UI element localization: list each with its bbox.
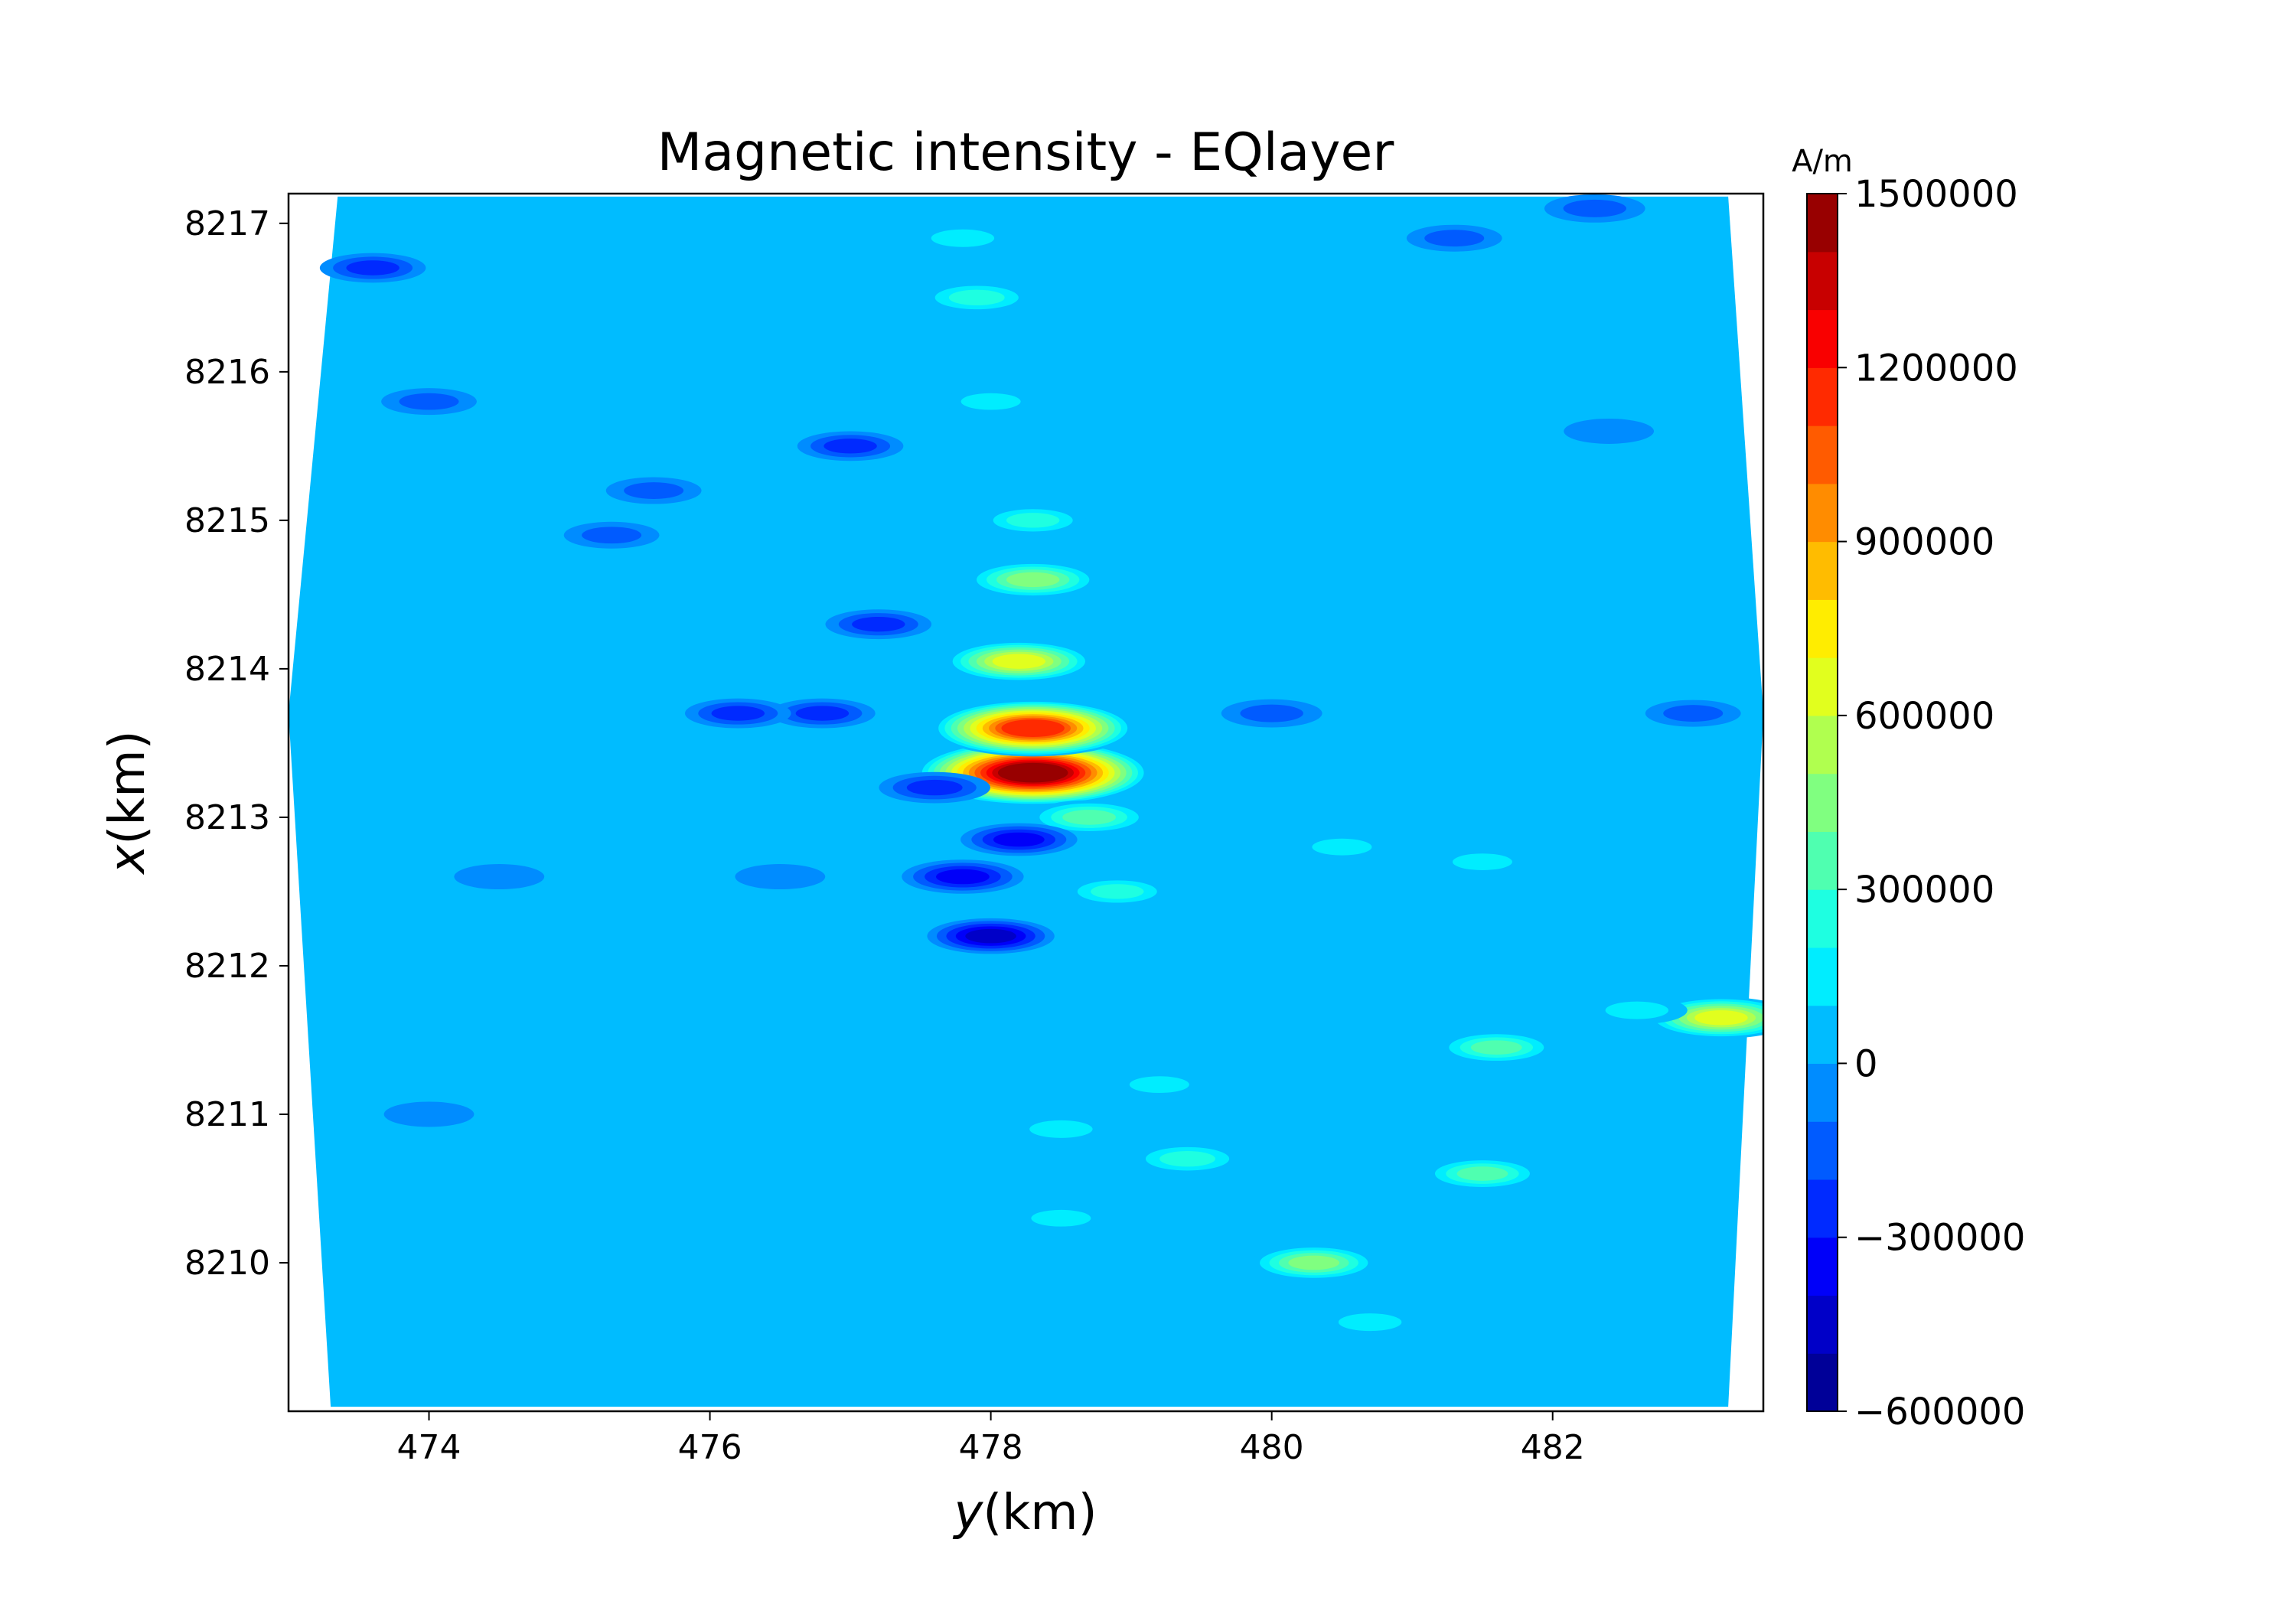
plot-frame bbox=[287, 192, 1765, 1413]
contour-feature bbox=[852, 616, 905, 632]
contour-feature bbox=[1452, 853, 1512, 871]
contour-feature bbox=[582, 527, 642, 544]
colorbar-segment bbox=[1807, 831, 1838, 890]
contour-feature bbox=[1006, 513, 1060, 528]
x-tick-label: 482 bbox=[1521, 1428, 1585, 1467]
contour-feature bbox=[1031, 1209, 1091, 1227]
contour-feature bbox=[993, 832, 1045, 847]
colorbar-segment bbox=[1807, 599, 1838, 658]
colorbar-tick-label: 1200000 bbox=[1854, 347, 2018, 390]
contour-feature bbox=[936, 869, 990, 885]
colorbar-unit-label: A/m bbox=[1792, 144, 1853, 179]
colorbar-tick-label: 600000 bbox=[1854, 695, 1994, 738]
contour-feature bbox=[795, 706, 850, 721]
contour-feature bbox=[1338, 1313, 1402, 1332]
colorbar-segment bbox=[1807, 947, 1838, 1006]
y-axis-label: x(km) bbox=[99, 730, 156, 875]
colorbar-segment bbox=[1807, 1237, 1838, 1296]
colorbar-tick-label: −300000 bbox=[1854, 1217, 2025, 1260]
contour-feature bbox=[1312, 838, 1372, 856]
contour-feature bbox=[1062, 810, 1116, 825]
colorbar-segment bbox=[1807, 483, 1838, 543]
colorbar-segment bbox=[1807, 309, 1838, 368]
colorbar-frame bbox=[1806, 193, 1838, 1412]
y-tick-label: 8217 bbox=[184, 204, 270, 243]
contour-feature bbox=[1663, 705, 1724, 722]
chart-title: Magnetic intensity - EQlayer bbox=[657, 122, 1394, 183]
plot-area bbox=[287, 192, 1765, 1413]
contour-feature bbox=[1563, 199, 1626, 217]
contour-feature bbox=[931, 229, 995, 247]
colorbar-segment bbox=[1807, 251, 1838, 311]
contour-feature bbox=[624, 482, 684, 499]
colorbar-segment bbox=[1807, 194, 1838, 253]
y-tick-label: 8213 bbox=[184, 798, 270, 837]
x-tick-label: 476 bbox=[678, 1428, 742, 1467]
x-axis: 474 476 478 480 482 bbox=[397, 1411, 1585, 1467]
contour-feature bbox=[1240, 704, 1303, 722]
contour-feature bbox=[1288, 1255, 1340, 1270]
contour-feature bbox=[399, 393, 459, 410]
contour-feature bbox=[383, 1101, 475, 1127]
colorbar-segment bbox=[1807, 541, 1838, 600]
y-tick-label: 8214 bbox=[184, 650, 270, 689]
contour-feature bbox=[965, 928, 1016, 944]
contour-feature bbox=[1001, 719, 1065, 737]
contour-feature bbox=[960, 393, 1021, 410]
colorbar-segment bbox=[1807, 367, 1838, 426]
colorbar-tick-label: −600000 bbox=[1854, 1391, 2025, 1433]
contour-feature bbox=[1470, 1040, 1522, 1055]
y-axis: 8210 8211 8212 8213 8214 8215 8216 8217 bbox=[184, 204, 289, 1283]
colorbar-segment bbox=[1807, 426, 1838, 484]
contour-feature bbox=[1029, 1120, 1093, 1138]
contour-feature bbox=[735, 864, 826, 890]
contour-feature bbox=[823, 439, 877, 454]
contour-feature bbox=[1605, 1001, 1669, 1019]
colorbar: −600000 −300000 0 300000 600000 900000 1200000… bbox=[1806, 173, 2025, 1433]
x-tick-label: 480 bbox=[1240, 1428, 1304, 1467]
colorbar-segment bbox=[1807, 1353, 1838, 1412]
colorbar-segment bbox=[1807, 1063, 1838, 1122]
x-axis-label: y(km) bbox=[952, 1485, 1097, 1541]
colorbar-segment bbox=[1807, 1005, 1838, 1065]
y-tick-label: 8212 bbox=[184, 947, 270, 986]
contour-feature bbox=[1091, 884, 1144, 899]
y-tick-label: 8215 bbox=[184, 501, 270, 540]
colorbar-tick-label: 0 bbox=[1854, 1042, 1878, 1085]
y-tick-label: 8210 bbox=[184, 1244, 270, 1283]
colorbar-segment bbox=[1807, 1179, 1838, 1238]
contour-feature bbox=[1006, 572, 1060, 588]
contour-feature bbox=[1694, 1010, 1748, 1026]
x-tick-label: 474 bbox=[397, 1428, 461, 1467]
contour-feature bbox=[997, 762, 1068, 783]
x-tick-label: 478 bbox=[959, 1428, 1023, 1467]
colorbar-segment bbox=[1807, 715, 1838, 775]
colorbar-segment bbox=[1807, 1121, 1838, 1180]
contour-feature bbox=[906, 779, 963, 796]
colorbar-segment bbox=[1807, 773, 1838, 832]
colorbar-tick-label: 1500000 bbox=[1854, 173, 2018, 216]
contour-feature bbox=[948, 289, 1005, 306]
contour-feature bbox=[1564, 418, 1655, 444]
colorbar-segment bbox=[1807, 657, 1838, 716]
contour-feature bbox=[454, 864, 545, 890]
contour-feature bbox=[1129, 1076, 1189, 1094]
contour-feature bbox=[346, 260, 400, 276]
contour-feature bbox=[711, 706, 765, 721]
contour-feature bbox=[1424, 230, 1485, 247]
contour-feature bbox=[992, 654, 1046, 669]
colorbar-segment bbox=[1807, 1295, 1838, 1354]
contour-field bbox=[289, 194, 1763, 1411]
colorbar-tick-label: 300000 bbox=[1854, 869, 1994, 911]
colorbar-tick-label: 900000 bbox=[1854, 521, 1994, 564]
contour-feature bbox=[1456, 1166, 1508, 1181]
y-tick-label: 8216 bbox=[184, 353, 270, 392]
y-tick-label: 8211 bbox=[184, 1095, 270, 1134]
colorbar-segment bbox=[1807, 889, 1838, 948]
contour-feature bbox=[1159, 1150, 1215, 1167]
